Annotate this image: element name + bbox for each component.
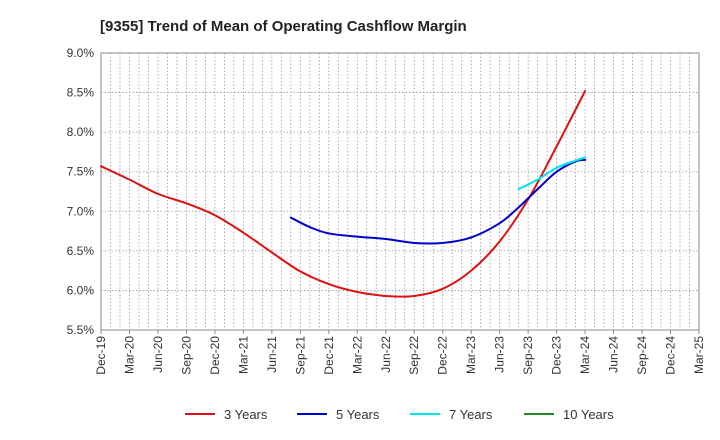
x-tick-label: Dec-22 bbox=[436, 336, 450, 375]
legend-label-3-years: 3 Years bbox=[224, 407, 268, 422]
legend-label-5-years: 5 Years bbox=[336, 407, 380, 422]
series-line-5-years bbox=[289, 158, 587, 245]
series-layer bbox=[100, 89, 587, 298]
x-tick-label: Dec-21 bbox=[322, 336, 336, 375]
x-tick-label: Mar-21 bbox=[236, 336, 250, 374]
legend-item-7-years: 7 Years bbox=[410, 407, 493, 422]
y-tick-label: 5.5% bbox=[67, 323, 95, 337]
x-tick-label: Jun-21 bbox=[265, 336, 279, 373]
x-tick-label: Jun-22 bbox=[379, 336, 393, 373]
x-tick-label: Sep-21 bbox=[293, 336, 307, 375]
y-tick-label: 9.0% bbox=[67, 46, 95, 60]
y-tick-label: 8.5% bbox=[67, 86, 95, 100]
x-tick-label: Dec-20 bbox=[208, 336, 222, 375]
x-tick-label: Sep-22 bbox=[407, 336, 421, 375]
grid bbox=[101, 52, 699, 331]
y-tick-label: 6.5% bbox=[67, 244, 95, 258]
y-tick-label: 7.5% bbox=[67, 165, 95, 179]
legend-item-10-years: 10 Years bbox=[524, 407, 614, 422]
x-tick-label: Sep-20 bbox=[179, 336, 193, 375]
legend: 3 Years 5 Years 7 Years 10 Years bbox=[185, 407, 614, 422]
x-axis: Dec-19 Mar-20 Jun-20 Sep-20 Dec-20 Mar-21 Jun-… bbox=[94, 330, 706, 375]
chart-title: [9355] Trend of Mean of Operating Cashfl… bbox=[100, 18, 467, 35]
y-tick-label: 7.0% bbox=[67, 204, 95, 218]
legend-label-10-years: 10 Years bbox=[563, 407, 614, 422]
x-tick-label: Jun-24 bbox=[607, 336, 621, 373]
y-tick-label: 6.0% bbox=[67, 283, 95, 297]
plot-frame bbox=[100, 52, 700, 331]
x-tick-label: Mar-22 bbox=[350, 336, 364, 374]
series-line-7-years bbox=[517, 156, 587, 191]
x-tick-label: Jun-23 bbox=[493, 336, 507, 373]
series-line-3-years bbox=[100, 89, 587, 298]
x-tick-label: Mar-24 bbox=[578, 336, 592, 374]
x-tick-label: Sep-23 bbox=[521, 336, 535, 375]
x-tick-label: Jun-20 bbox=[151, 336, 165, 373]
x-tick-label: Sep-24 bbox=[635, 336, 649, 375]
y-axis: 5.5% 6.0% 6.5% 7.0% 7.5% 8.0% 8.5% 9.0% bbox=[67, 46, 95, 337]
x-tick-label: Mar-23 bbox=[464, 336, 478, 374]
legend-label-7-years: 7 Years bbox=[449, 407, 493, 422]
x-tick-label: Dec-23 bbox=[550, 336, 564, 375]
x-tick-label: Mar-20 bbox=[122, 336, 136, 374]
x-tick-label: Dec-24 bbox=[664, 336, 678, 375]
y-tick-label: 8.0% bbox=[67, 125, 95, 139]
x-tick-label: Mar-25 bbox=[692, 336, 706, 374]
x-tick-label: Dec-19 bbox=[94, 336, 108, 375]
legend-item-5-years: 5 Years bbox=[297, 407, 380, 422]
legend-item-3-years: 3 Years bbox=[185, 407, 268, 422]
